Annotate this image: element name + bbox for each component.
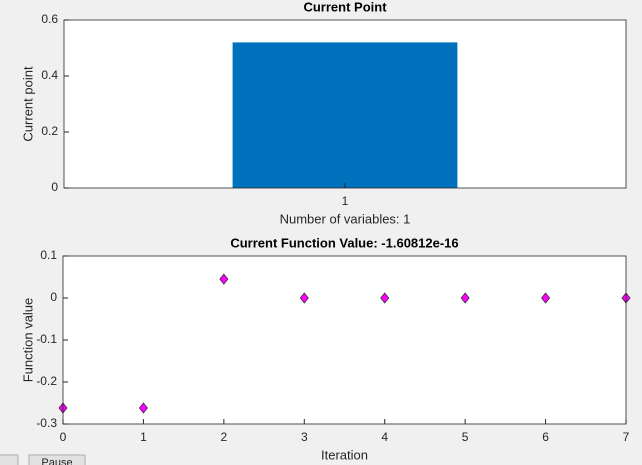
y-tick-label: 0.2	[41, 124, 58, 138]
data-point	[138, 402, 148, 414]
y-axis-label: Current point	[20, 66, 35, 142]
y-tick-label: -0.3	[36, 416, 57, 430]
chart-title: Current Point	[303, 0, 387, 14]
stop-button[interactable]	[0, 454, 19, 465]
axes-frame	[63, 19, 627, 189]
y-tick-label: 0.6	[41, 12, 58, 26]
pause-button-label[interactable]: Pause	[41, 457, 72, 465]
y-tick-label: -0.2	[36, 374, 57, 388]
x-tick-label: 7	[623, 430, 630, 444]
x-tick-label: 1	[140, 430, 147, 444]
x-axis-label: Number of variables: 1	[280, 211, 411, 226]
x-tick-label: 4	[381, 430, 388, 444]
y-tick-label: 0.4	[41, 68, 58, 82]
axes-frame	[62, 255, 627, 425]
y-tick-label: 0	[50, 290, 57, 304]
data-point	[541, 292, 551, 304]
bar	[232, 42, 458, 189]
data-point	[219, 273, 229, 285]
x-tick-label: 1	[342, 194, 349, 208]
x-tick-label: 3	[301, 430, 308, 444]
data-point	[380, 292, 390, 304]
data-point	[460, 292, 470, 304]
y-tick-label: -0.1	[36, 332, 57, 346]
y-tick-label: 0.1	[40, 248, 57, 262]
x-tick-label: 5	[462, 430, 469, 444]
pause-button[interactable]	[28, 454, 86, 465]
chart-title: Current Function Value: -1.60812e-16	[230, 235, 458, 250]
x-tick-label: 6	[542, 430, 549, 444]
y-axis-label: Function value	[20, 298, 35, 383]
x-axis-label: Iteration	[321, 447, 368, 462]
y-tick-label: 0	[51, 180, 58, 194]
x-tick-label: 2	[221, 430, 228, 444]
x-tick-label: 0	[60, 430, 67, 444]
axes-background	[63, 256, 626, 424]
data-point	[299, 292, 309, 304]
